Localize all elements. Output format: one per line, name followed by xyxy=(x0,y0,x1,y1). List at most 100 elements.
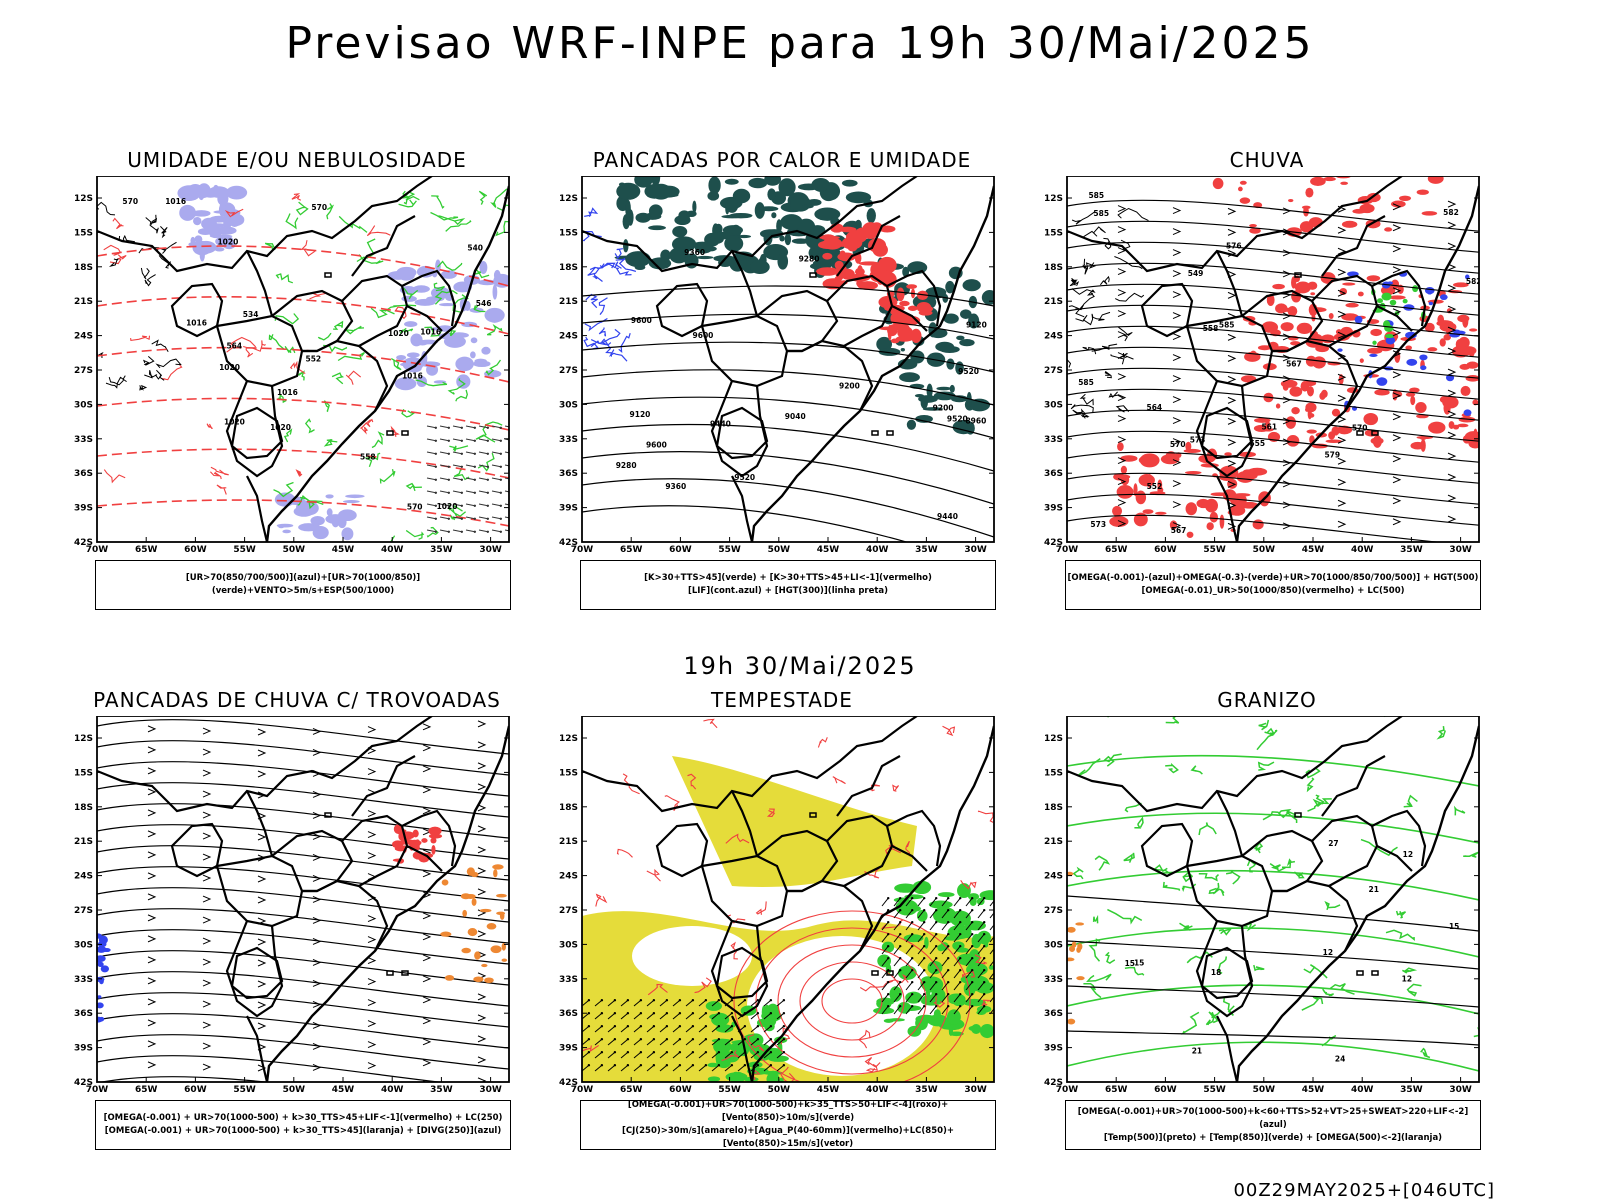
wind-vector xyxy=(941,1005,949,1015)
field-shading xyxy=(1388,295,1406,300)
legend-line: [OMEGA(-0.001)-(azul)+OMEGA(-0.3)-(verde… xyxy=(1067,573,1479,583)
flow-arrow xyxy=(1172,312,1182,320)
wind-vector xyxy=(594,999,603,1007)
flow-arrow xyxy=(422,786,432,794)
wind-vector-head xyxy=(473,465,477,468)
contour-line xyxy=(291,193,302,201)
panel-pancadas-trovoadas: PANCADAS DE CHUVA C/ TROVOADAS 12S 15S 18S 2… xyxy=(62,688,532,1168)
field-shading xyxy=(944,935,961,941)
wind-vector-head xyxy=(995,909,997,911)
wind-vector xyxy=(426,516,436,520)
wind-vector xyxy=(965,909,973,919)
state-border xyxy=(1272,879,1359,952)
lake xyxy=(401,970,409,976)
wind-vector xyxy=(452,490,462,494)
field-shading xyxy=(912,880,932,895)
flow-arrow xyxy=(1392,497,1402,505)
contour-label: 558 xyxy=(360,453,376,462)
wind-vector-head xyxy=(911,956,914,960)
field-shading xyxy=(98,935,108,945)
wind-vector xyxy=(763,1012,772,1020)
flow-arrow xyxy=(1447,368,1457,376)
wind-vector-head xyxy=(971,968,974,972)
lon-tick-label: 50W xyxy=(1253,1085,1276,1095)
field-shading xyxy=(879,225,896,233)
field-shading xyxy=(1439,338,1446,347)
contour-line xyxy=(475,434,496,443)
contour-line xyxy=(977,810,994,823)
flow-arrow xyxy=(1282,375,1292,383)
lat-tick-label: 33S xyxy=(74,975,93,985)
state-border xyxy=(406,845,443,872)
field-shading xyxy=(470,351,476,359)
contour-label: 585 xyxy=(1093,209,1109,218)
contour-label: 15 xyxy=(1125,959,1135,968)
streamline xyxy=(97,824,509,860)
wind-vector xyxy=(607,999,616,1007)
contour-line xyxy=(1205,1014,1219,1026)
state-border xyxy=(1216,475,1239,542)
state-border xyxy=(1185,854,1274,928)
wind-vector-head xyxy=(899,920,902,924)
wind-vector xyxy=(941,981,949,991)
lon-tick-label: 55W xyxy=(1203,1085,1226,1095)
wind-vector xyxy=(465,425,475,429)
flow-arrow xyxy=(313,1085,320,1091)
flow-arrow xyxy=(367,978,377,986)
wind-vector-head xyxy=(447,478,451,481)
wind-vector-head xyxy=(447,465,451,468)
wind-vector-head xyxy=(959,956,962,960)
flow-arrow xyxy=(1172,228,1182,236)
contour-line xyxy=(1070,404,1094,413)
field-shading xyxy=(1252,519,1264,530)
contour-label: 9600 xyxy=(646,441,667,450)
wind-vector xyxy=(929,1005,937,1015)
wind-vector xyxy=(452,451,462,455)
contour-line xyxy=(1198,872,1220,882)
flow-arrow xyxy=(1282,480,1292,488)
field-shading xyxy=(957,883,971,899)
wind-vector xyxy=(465,490,475,494)
contour-line xyxy=(1100,275,1110,286)
flow-arrow xyxy=(1172,459,1182,467)
field-shading xyxy=(414,298,436,306)
contour-line xyxy=(1253,964,1265,972)
contour-line xyxy=(1083,226,1106,238)
flow-arrow xyxy=(257,1022,267,1030)
wind-vector xyxy=(941,957,949,967)
wind-vector xyxy=(711,1064,720,1072)
streamline xyxy=(97,719,509,755)
flow-arrow xyxy=(1447,200,1457,208)
wind-vector xyxy=(426,503,436,507)
wind-vector xyxy=(465,516,475,520)
wind-vector-head xyxy=(995,921,997,923)
flow-arrow xyxy=(477,930,487,938)
wind-vector-head xyxy=(639,1012,643,1015)
contour-label: 24 xyxy=(1335,1055,1345,1064)
thickness-contour xyxy=(97,397,509,431)
flow-arrow xyxy=(1117,226,1127,234)
wind-vector-head xyxy=(460,426,464,429)
wind-vector xyxy=(724,1051,733,1059)
wind-vector xyxy=(881,921,889,931)
contour-line xyxy=(295,201,309,216)
flow-arrow xyxy=(312,1063,322,1071)
wind-vector xyxy=(893,957,901,967)
wind-vector xyxy=(776,1064,785,1072)
contour-line xyxy=(344,325,365,335)
field-shading xyxy=(977,930,991,945)
contour-line xyxy=(206,423,213,430)
lat-tick-label: 33S xyxy=(1044,975,1063,985)
field-shading xyxy=(778,1077,784,1082)
field-shading xyxy=(431,844,436,855)
wind-vector-head xyxy=(911,1004,914,1008)
wind-vector xyxy=(917,909,925,919)
wind-vector xyxy=(929,969,937,979)
wind-vector-head xyxy=(717,1012,721,1015)
legend-box: [UR>70(850/700/500)](azul)+[UR>70(1000/8… xyxy=(95,560,511,610)
wind-vector-head xyxy=(499,452,503,455)
flow-arrow xyxy=(312,790,322,798)
wind-vector xyxy=(426,464,436,468)
lat-tick-label: 27S xyxy=(1044,366,1063,376)
field-shading xyxy=(711,1038,732,1043)
